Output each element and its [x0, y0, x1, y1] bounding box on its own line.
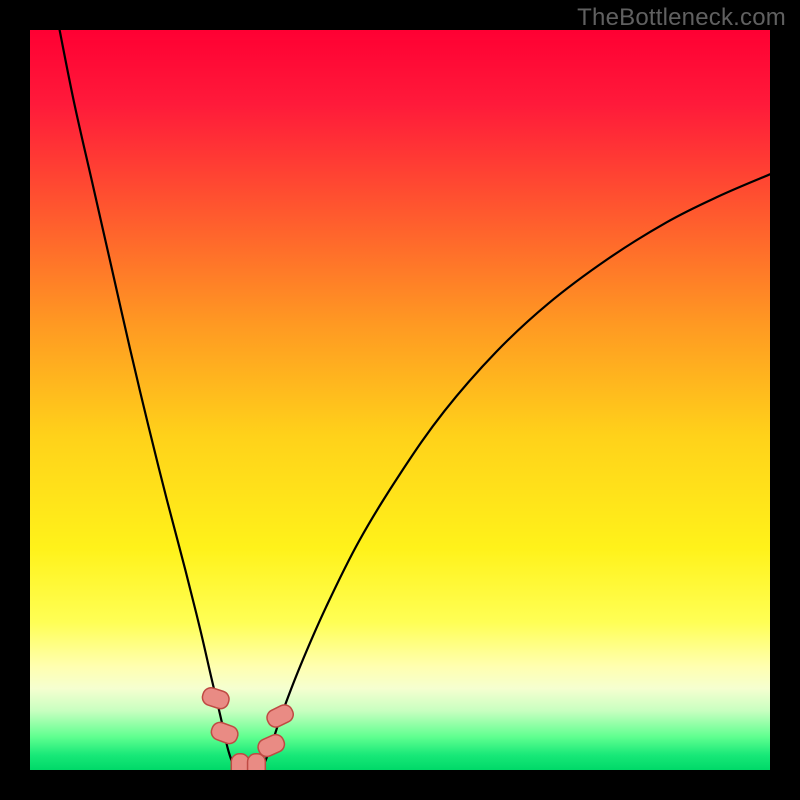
bottleneck-curve-chart: [30, 30, 770, 770]
gradient-background: [30, 30, 770, 770]
watermark-text: TheBottleneck.com: [577, 4, 786, 32]
plot-area: [30, 30, 770, 770]
chart-frame: TheBottleneck.com: [0, 0, 800, 800]
marker-2: [231, 754, 249, 770]
